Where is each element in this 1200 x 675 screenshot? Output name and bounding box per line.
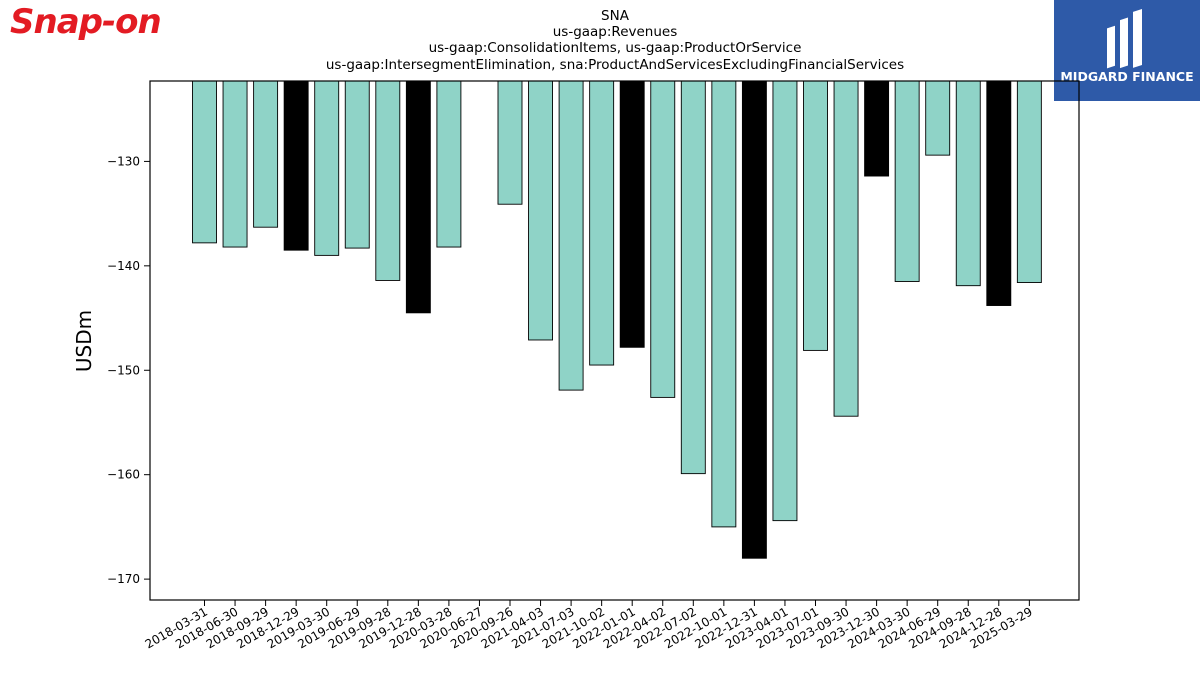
snap-on-logo-text: Snap-on [10,2,161,42]
bar-2022-07-02 [680,80,706,475]
bar-2018-12-29 [283,80,309,251]
title-line-3: us-gaap:ConsolidationItems, us-gaap:Prod… [429,40,802,56]
bar-2020-09-26 [497,80,523,205]
y-ticks-group: −130 −140 −150 −160 −170 [107,154,150,586]
bar-2023-07-01 [803,80,828,351]
y-tick-label: −160 [107,468,140,482]
bar-2021-07-03 [558,80,584,391]
title-line-4: us-gaap:IntersegmentElimination, sna:Pro… [326,57,904,73]
bar-2022-10-01 [711,80,737,528]
badge-text: MIDGARD FINANCE [1060,69,1193,84]
title-line-1: SNA [601,8,630,24]
bar-2024-06-29 [925,80,951,156]
y-tick-label: −130 [107,154,140,168]
bar-2024-03-30 [894,80,920,282]
y-tick-label: −140 [107,259,140,273]
bar-2018-06-30 [222,80,248,248]
y-tick-label: −150 [107,363,140,377]
bar-2023-04-01 [772,80,798,522]
bar-2024-12-28 [986,80,1012,306]
bar-2021-04-03 [528,80,553,341]
bar-2019-09-28 [375,80,401,281]
bar-2023-12-30 [864,80,890,177]
bar-2019-06-29 [344,80,370,249]
bar-2023-09-30 [833,80,859,417]
title-line-2: us-gaap:Revenues [553,24,678,40]
bar-2024-09-28 [955,80,981,287]
bar-2020-03-28 [436,80,462,248]
midgard-finance-badge: MIDGARD FINANCE [1054,0,1200,101]
chart-title: SNA us-gaap:Revenues us-gaap:Consolidati… [326,8,904,73]
bar-2022-01-01 [619,80,645,348]
bar-2018-09-29 [253,80,279,228]
bar-2019-03-30 [314,80,340,256]
midgard-finance-icon [1107,8,1142,69]
bar-2018-03-31 [192,80,217,244]
snap-on-logo: Snap-on [10,2,162,42]
bar-2025-03-29 [1016,80,1042,283]
y-tick-label: −170 [107,572,140,586]
bar-2019-12-28 [405,80,431,314]
plot-frame [149,80,1080,601]
y-axis-label: USDm [72,310,96,372]
bar-2022-12-31 [741,80,767,559]
bar-2021-10-02 [589,80,615,366]
bars-group [192,80,1042,559]
bar-2022-04-02 [650,80,676,398]
